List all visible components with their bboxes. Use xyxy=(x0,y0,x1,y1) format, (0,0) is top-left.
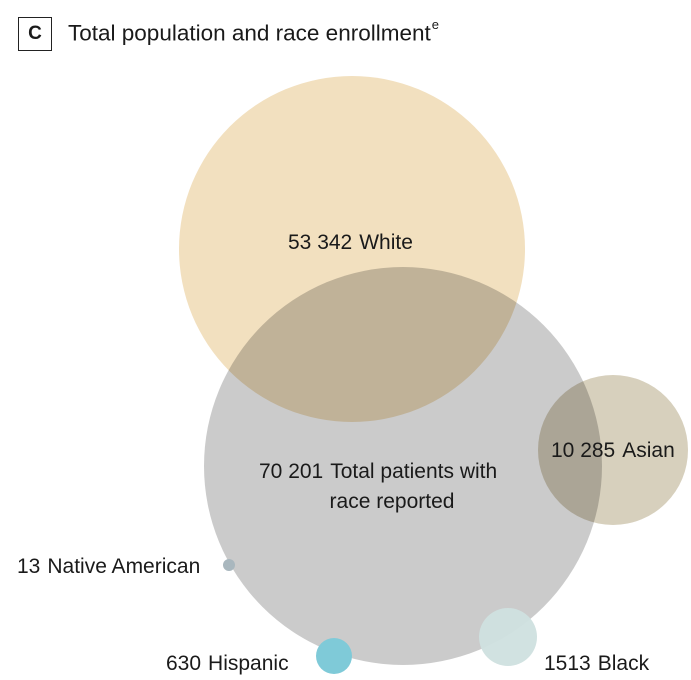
total-circle xyxy=(204,267,602,665)
native-american-count: 13 xyxy=(17,555,40,578)
black-count: 1513 xyxy=(544,652,591,675)
total-count: 70 201 xyxy=(259,460,323,483)
hispanic-name: Hispanic xyxy=(208,652,289,675)
native-american-label: 13 Native American xyxy=(17,555,200,578)
panel-letter-badge: C xyxy=(18,17,52,51)
total-label-line2: race reported xyxy=(330,490,455,513)
native-american-name: Native American xyxy=(47,555,200,578)
native-american-circle xyxy=(223,559,235,571)
footnote-mark: e xyxy=(431,17,439,32)
hispanic-circle xyxy=(316,638,352,674)
panel-title-text: Total population and race enrollment xyxy=(68,20,431,46)
black-name: Black xyxy=(598,652,650,675)
hispanic-label: 630 Hispanic xyxy=(166,652,289,675)
white-name: White xyxy=(359,231,413,254)
hispanic-count: 630 xyxy=(166,652,201,675)
asian-circle xyxy=(538,375,688,525)
panel-title: Total population and race enrollmente xyxy=(68,17,439,47)
asian-label: 10 285 Asian xyxy=(551,439,675,462)
total-label: 70 201 Total patients with xyxy=(259,460,497,483)
asian-name: Asian xyxy=(622,439,675,462)
black-circle xyxy=(479,608,537,666)
white-count: 53 342 xyxy=(288,231,352,254)
white-label: 53 342 White xyxy=(288,231,413,254)
asian-count: 10 285 xyxy=(551,439,615,462)
black-label: 1513 Black xyxy=(544,652,650,675)
total-name: Total patients with xyxy=(330,460,497,483)
